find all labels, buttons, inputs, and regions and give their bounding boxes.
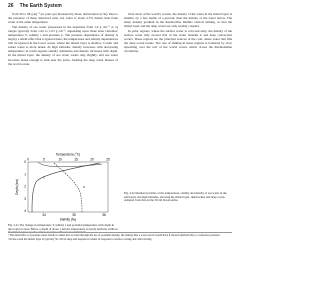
tick-label: 0 [27,158,29,162]
tick-label: 2 [24,185,26,189]
paragraph: Over most of the world's oceans, the den… [124,12,232,29]
axis-label: Depth (km) [15,179,19,195]
caption: Fig. 2.21 The change in temperature T, s… [8,224,118,232]
page-number: 26 [8,3,14,9]
paragraph: In polar regions, where the surface wate… [124,28,232,54]
paragraph: from 30 to 38 g kg⁻¹ (or parts per thous… [8,12,118,25]
curve [37,161,103,168]
tick-label: 1 [24,172,26,176]
footnote: ¹ The small effect of pressure upon dens… [8,234,221,237]
tick-label: 15 [74,158,78,162]
axis-label: Temperature (°C) [56,153,80,157]
curve-label: T [43,176,45,180]
curve [53,162,83,213]
page: 26 The Earth System from 30 to 38 g kg⁻¹ … [8,3,232,241]
tick-label: 34 [42,213,46,217]
tick-label: 10 [58,158,62,162]
footnote: ² In the ocean the mixed layer is typica… [8,237,153,241]
tick-label: 35 [72,213,76,217]
caption: Fig. 2.22 Idealized profiles of the temp… [124,192,227,203]
tick-label: 25 [106,158,110,162]
left-column: from 30 to 38 g kg⁻¹ (or parts per thous… [8,12,118,152]
right-column: Over most of the world's oceans, the den… [124,12,232,190]
header: 26 The Earth System [8,3,68,9]
tick-label: 0 [24,160,26,164]
curve [31,162,101,213]
tick-label: 4 [24,209,26,213]
curve-label: s [83,185,85,189]
axis-label: Salinity (‰) [60,218,76,222]
footnotes: ¹ The small effect of pressure upon dens… [8,232,232,241]
tick-label: 3 [24,197,26,201]
tick-label: 5 [43,158,45,162]
plot-frame [27,161,109,213]
tick-label: 36 [102,213,106,217]
tick-label: 20 [90,158,94,162]
running-title: The Earth System [19,3,62,9]
paragraph: The density of sea water (expressed in t… [8,24,118,66]
